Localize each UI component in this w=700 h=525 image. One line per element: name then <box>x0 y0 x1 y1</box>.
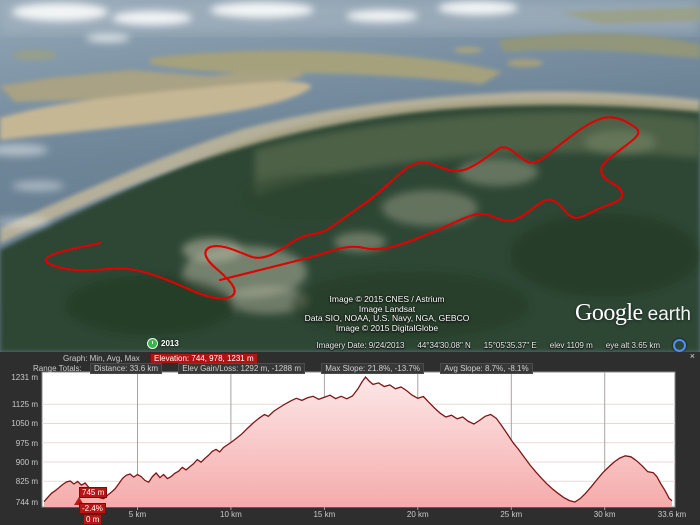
status-bar: Imagery Date: 9/24/2013 44°34'30.08" N 1… <box>316 339 686 352</box>
cursor-elevation: elev 1109 m <box>549 341 593 350</box>
eye-altitude: eye alt 3.65 km <box>605 341 660 350</box>
marker-distance-badge: 0 m <box>83 514 103 525</box>
navigation-ring-icon[interactable] <box>673 339 686 352</box>
avg-slope-chip: Avg Slope: 8.7%, -8.1% <box>440 363 533 374</box>
y-tick-label: 825 m <box>15 477 38 487</box>
time-slider-indicator[interactable]: 2013 <box>147 338 179 349</box>
map-credits: Image © 2015 CNES / Astrium Image Landsa… <box>247 294 527 333</box>
credit-line: Image © 2015 DigitalGlobe <box>335 322 439 333</box>
graph-minavgmax-label: Graph: Min, Avg, Max <box>63 354 140 363</box>
gps-track[interactable] <box>44 116 640 300</box>
x-tick-label: 5 km <box>128 510 147 519</box>
credit-line: Image Landsat <box>358 303 416 314</box>
x-tick-label: 20 km <box>406 510 429 519</box>
marker-elevation-badge: 745 m <box>79 487 108 498</box>
y-tick-label: 1125 m <box>11 400 38 410</box>
x-tick-label: 10 km <box>219 510 242 519</box>
close-icon[interactable]: × <box>689 351 695 361</box>
map-3d-view[interactable]: Image © 2015 CNES / Astrium Image Landsa… <box>0 0 700 352</box>
elevation-profile-panel: Graph: Min, Avg, Max Elevation: 744, 978… <box>0 352 700 525</box>
x-tick-label: 33.6 km <box>657 510 687 519</box>
logo-google: Google <box>575 300 643 326</box>
longitude: 15°05'35.37" E <box>483 341 537 350</box>
distance-chip: Distance: 33.6 km <box>90 363 163 374</box>
y-tick-label: 1231 m <box>11 373 38 382</box>
elevation-chart[interactable] <box>0 352 700 525</box>
clock-icon <box>147 338 158 349</box>
y-tick-label: 900 m <box>15 457 38 467</box>
x-tick-label: 15 km <box>313 510 336 519</box>
time-badge-year: 2013 <box>161 339 179 348</box>
gain-loss-chip: Elev Gain/Loss: 1292 m, -1288 m <box>178 363 306 374</box>
google-earth-logo: Google earth <box>575 300 691 327</box>
latitude: 44°34'30.08" N <box>417 341 471 350</box>
cursor-marker-icon[interactable] <box>74 497 84 505</box>
range-totals-label: Range Totals: <box>33 364 82 373</box>
max-slope-chip: Max Slope: 21.8%, -13.7% <box>321 363 424 374</box>
x-tick-label: 30 km <box>593 510 616 519</box>
logo-earth: earth <box>647 304 691 325</box>
satellite-terrain <box>0 0 700 352</box>
x-tick-label: 25 km <box>500 510 523 519</box>
credit-line: Data SIO, NOAA, U.S. Navy, NGA, GEBCO <box>304 313 470 323</box>
credit-line: Image © 2015 CNES / Astrium <box>329 294 445 304</box>
chart-header-row2: Range Totals: Distance: 33.6 km Elev Gai… <box>0 363 700 374</box>
imagery-date: Imagery Date: 9/24/2013 <box>316 341 405 350</box>
y-tick-label: 744 m <box>15 498 38 507</box>
marker-slope-badge: -2.4% <box>79 503 106 514</box>
y-tick-label: 1050 m <box>11 419 38 429</box>
y-tick-label: 975 m <box>15 438 38 448</box>
